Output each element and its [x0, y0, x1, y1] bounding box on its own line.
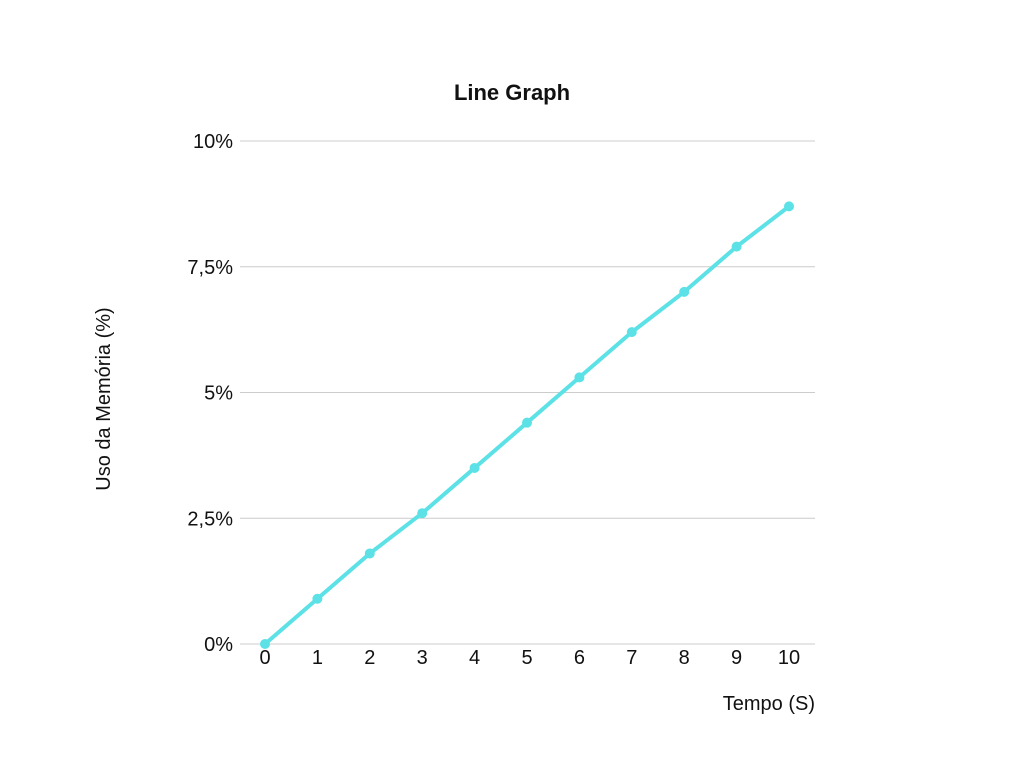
chart-title: Line Graph	[454, 80, 570, 105]
y-tick-label-4: 10%	[193, 131, 233, 153]
x-tick-label-4: 4	[469, 647, 480, 669]
x-tick-label-2: 2	[364, 647, 375, 669]
y-tick-label-0: 0%	[204, 634, 233, 656]
data-point-0-9	[731, 241, 742, 252]
x-tick-label-0: 0	[259, 647, 270, 669]
grid-lines	[240, 140, 815, 645]
y-tick-label-3: 7,5%	[187, 257, 233, 279]
x-tick-label-6: 6	[574, 647, 585, 669]
y-tick-label-1: 2,5%	[187, 508, 233, 530]
x-axis-label: Tempo (S)	[723, 693, 815, 715]
data-point-0-4	[469, 462, 480, 473]
data-point-0-6	[574, 372, 585, 383]
data-point-0-7	[626, 327, 637, 338]
x-tick-label-1: 1	[312, 647, 323, 669]
data-point-0-0	[260, 639, 270, 649]
data-point-0-1	[312, 593, 323, 604]
y-axis-ticks: 0% 2,5% 5% 7,5% 10%	[187, 131, 233, 656]
x-tick-label-7: 7	[626, 647, 637, 669]
data-point-0-3	[417, 508, 428, 519]
x-axis-ticks: 0 1 2 3 4 5 6 7 8 9 10	[259, 647, 800, 669]
x-tick-label-9: 9	[731, 647, 742, 669]
x-tick-label-8: 8	[679, 647, 690, 669]
y-axis-label: Uso da Memória (%)	[93, 307, 115, 490]
x-tick-label-3: 3	[417, 647, 428, 669]
x-tick-label-5: 5	[521, 647, 532, 669]
y-tick-label-2: 5%	[204, 383, 233, 405]
data-point-0-5	[522, 417, 532, 428]
x-tick-label-10: 10	[778, 647, 800, 669]
data-point-0-10	[784, 201, 794, 212]
data-point-0-2	[364, 548, 375, 559]
data-point-0-8	[679, 286, 690, 297]
series-group	[260, 201, 794, 649]
